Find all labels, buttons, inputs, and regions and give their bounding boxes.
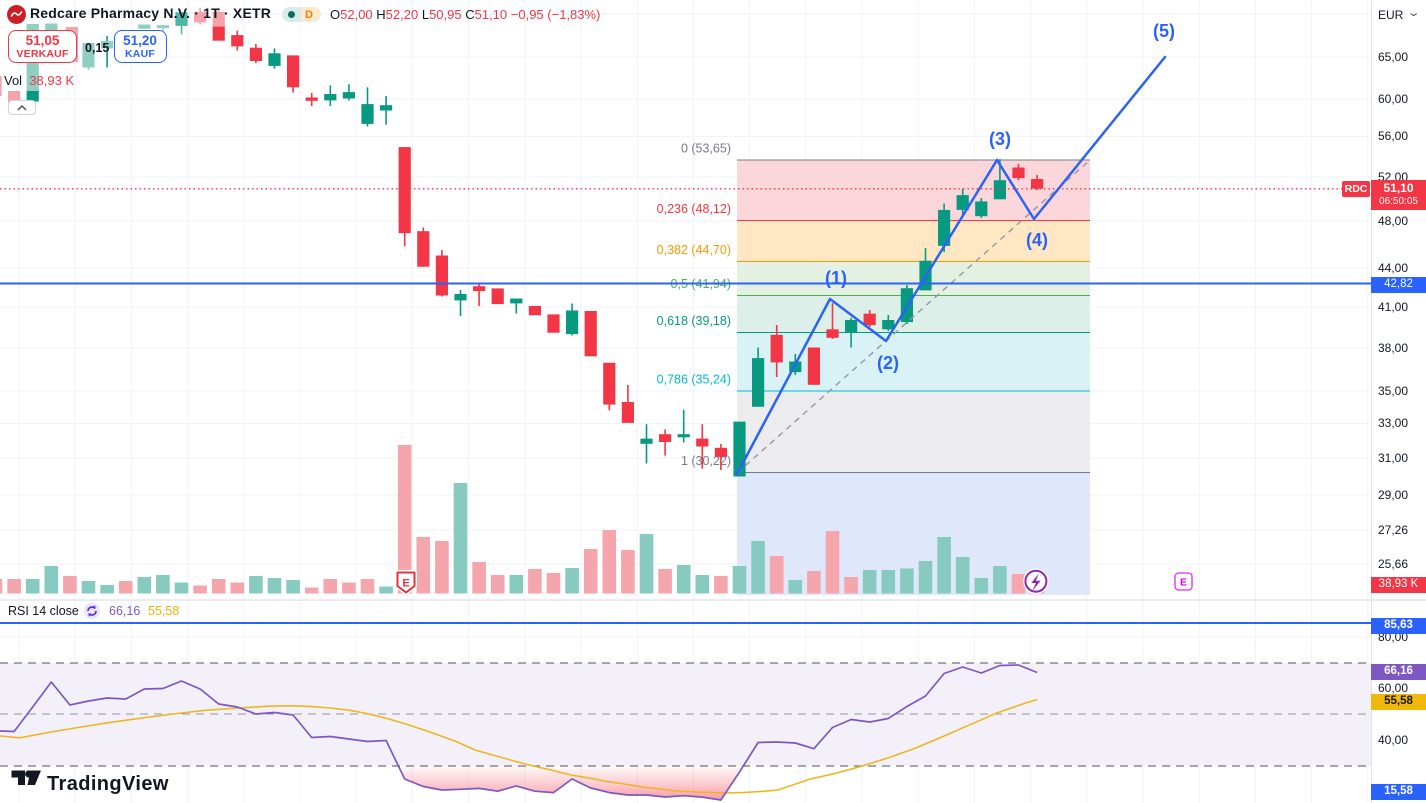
svg-text:E: E xyxy=(1180,577,1187,589)
svg-text:0,382 (44,70): 0,382 (44,70) xyxy=(657,243,731,257)
svg-text:TradingView: TradingView xyxy=(47,773,169,795)
svg-text:(2): (2) xyxy=(877,353,899,373)
svg-text:1 (30,22): 1 (30,22) xyxy=(681,454,731,468)
svg-text:0,236 (48,12): 0,236 (48,12) xyxy=(657,202,731,216)
svg-text:0,786 (35,24): 0,786 (35,24) xyxy=(657,373,731,387)
svg-text:0,618 (39,18): 0,618 (39,18) xyxy=(657,314,731,328)
svg-text:(1): (1) xyxy=(825,268,847,288)
svg-text:(5): (5) xyxy=(1153,21,1175,41)
svg-text:0 (53,65): 0 (53,65) xyxy=(681,142,731,156)
svg-text:E: E xyxy=(402,578,409,590)
svg-text:(3): (3) xyxy=(989,129,1011,149)
svg-text:(4): (4) xyxy=(1026,230,1048,250)
